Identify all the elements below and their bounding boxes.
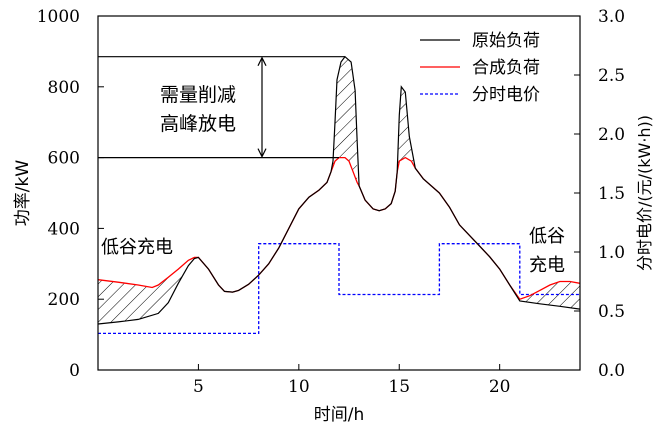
annotation-valley-right-line1: 低谷 — [529, 226, 565, 247]
legend-label: 原始负荷 — [472, 31, 540, 51]
hatch-peak-1 — [331, 56, 358, 183]
y-axis-label-right: 分时电价/(元/(kW·h)) — [635, 115, 654, 271]
y-axis-label-left: 功率/kW — [13, 160, 33, 227]
peak-band — [98, 56, 346, 159]
x-axis-label: 时间/h — [314, 405, 365, 425]
y-right-tick-label: 1.0 — [598, 243, 625, 263]
y-right-tick-label: 2.0 — [598, 125, 625, 145]
annotation-valley-right-line2: 充电 — [529, 255, 565, 276]
y-left-tick-label: 200 — [48, 290, 80, 310]
y-left-tick-label: 800 — [48, 78, 80, 98]
band-arrow-down — [257, 148, 267, 158]
series-line-price — [98, 243, 580, 335]
y-left-tick-label: 1000 — [37, 7, 80, 27]
x-tick-label: 15 — [388, 377, 410, 397]
x-tick-label: 20 — [489, 377, 511, 397]
y-left-tick-label: 600 — [48, 149, 80, 169]
hatch-valley-right — [519, 281, 580, 310]
y-right-tick-label: 0.5 — [598, 302, 625, 322]
y-right-tick-label: 3.0 — [598, 7, 625, 27]
y-right-tick-label: 1.5 — [598, 184, 625, 204]
annotation-peak: 需量削减 高峰放电 — [160, 84, 236, 135]
axis-ticks: 5 10 15 20020040060080010000.00.51.01.52.02… — [37, 7, 625, 397]
annotation-valley-left: 低谷充电 — [101, 237, 173, 258]
y-left-tick-label: 0 — [69, 361, 80, 381]
y-right-tick-label: 0.0 — [598, 361, 625, 381]
x-tick-label: 5 — [193, 377, 204, 397]
annotation-peak-line2: 高峰放电 — [160, 113, 236, 135]
annotation-peak-line1: 需量削减 — [160, 84, 236, 106]
legend-label: 合成负荷 — [472, 58, 540, 78]
band-arrow-up — [257, 56, 267, 66]
y-left-tick-label: 400 — [48, 219, 80, 239]
hatch-valley-left — [98, 257, 195, 324]
legend-label: 分时电价 — [472, 85, 540, 105]
x-tick-label: 10 — [288, 377, 310, 397]
hatch-peak-2 — [397, 86, 416, 172]
y-right-tick-label: 2.5 — [598, 66, 625, 86]
hatch-layer — [98, 56, 580, 324]
